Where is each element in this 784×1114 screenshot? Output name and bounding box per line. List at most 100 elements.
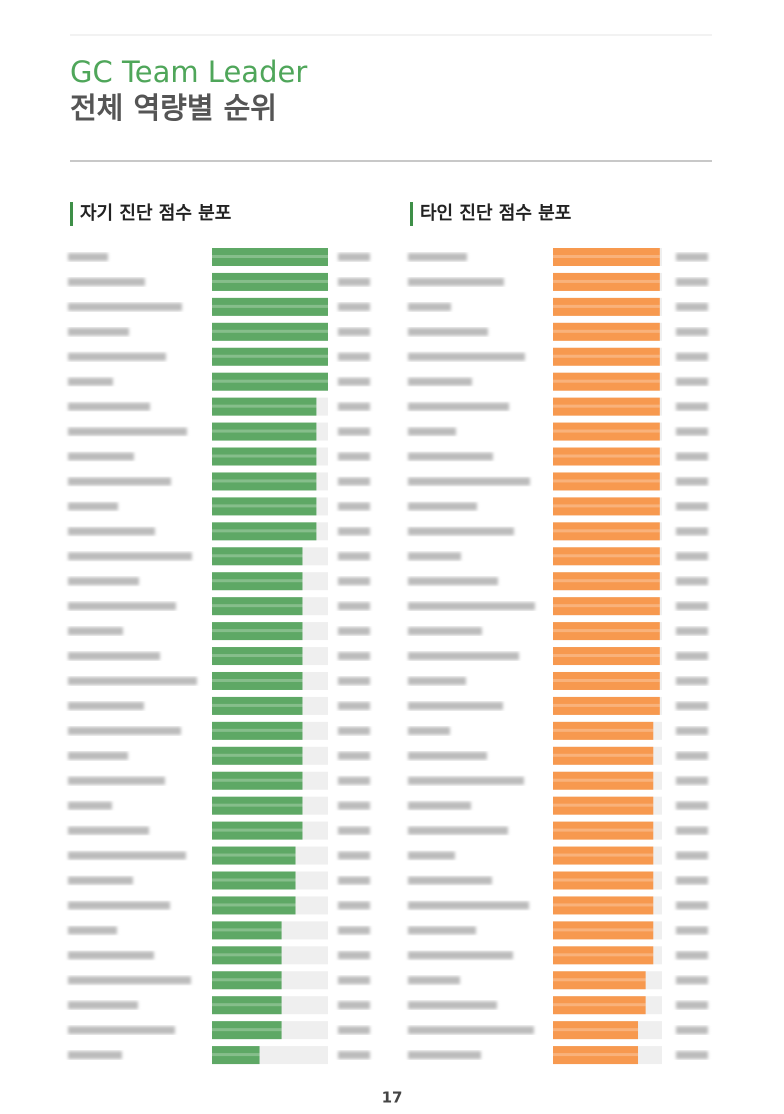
blurred-label — [408, 302, 451, 311]
bar-highlight — [212, 604, 303, 608]
blurred-value — [676, 876, 708, 885]
blurred-label — [68, 427, 187, 436]
bar — [212, 397, 317, 416]
bar — [553, 821, 654, 840]
bar-highlight — [553, 928, 654, 932]
blurred-value — [338, 801, 370, 810]
blurred-value — [338, 277, 370, 286]
blurred-value — [676, 801, 708, 810]
blurred-label — [408, 352, 525, 361]
blurred-label — [68, 776, 165, 785]
blurred-value — [338, 352, 370, 361]
bar — [553, 472, 660, 491]
blurred-value — [676, 427, 708, 436]
blurred-value — [338, 377, 370, 386]
blurred-label — [408, 826, 508, 835]
bar — [553, 846, 654, 865]
bar-highlight — [212, 279, 328, 283]
bar — [553, 921, 654, 940]
blurred-value — [676, 751, 708, 760]
blurred-label — [408, 652, 519, 661]
blurred-label — [68, 352, 166, 361]
blurred-value — [338, 1001, 370, 1010]
bar-highlight — [553, 304, 660, 308]
bar-highlight — [553, 728, 654, 732]
bar — [212, 671, 303, 690]
blurred-value — [676, 477, 708, 486]
bar — [212, 622, 303, 641]
blurred-label — [68, 1051, 122, 1060]
blurred-label — [68, 751, 128, 760]
blurred-label — [408, 751, 487, 760]
bar-highlight — [553, 803, 654, 807]
bar-highlight — [212, 678, 303, 682]
blurred-label — [68, 377, 113, 386]
blurred-value — [676, 377, 708, 386]
bar — [212, 821, 303, 840]
blurred-label — [68, 253, 108, 261]
blurred-label — [408, 926, 476, 935]
blurred-value — [338, 602, 370, 611]
blurred-label — [68, 402, 150, 411]
bar-highlight — [212, 1003, 282, 1007]
bar-highlight — [212, 778, 303, 782]
blurred-value — [338, 726, 370, 735]
chart-title: 타인 진단 점수 분포 — [420, 203, 571, 224]
bar-highlight — [553, 454, 660, 458]
bar — [212, 572, 303, 591]
bar-highlight — [553, 1028, 639, 1032]
blurred-value — [676, 277, 708, 286]
blurred-label — [68, 652, 160, 661]
bar — [553, 996, 646, 1015]
bar-highlight — [553, 504, 660, 508]
blurred-label — [68, 826, 149, 835]
blurred-label — [408, 776, 524, 785]
blurred-value — [676, 826, 708, 835]
blurred-value — [338, 402, 370, 411]
bar-highlight — [212, 354, 328, 358]
blurred-value — [676, 253, 708, 261]
bar — [553, 647, 660, 666]
bar-highlight — [553, 678, 660, 682]
blurred-label — [408, 377, 472, 386]
blurred-label — [68, 676, 197, 685]
bar-highlight — [212, 255, 328, 258]
bar — [553, 497, 660, 516]
bar — [212, 871, 296, 890]
blurred-label — [68, 926, 117, 935]
bar-highlight — [553, 329, 660, 333]
blurred-value — [338, 552, 370, 561]
blurred-label — [408, 327, 488, 336]
bar-highlight — [553, 978, 646, 982]
blurred-value — [676, 926, 708, 935]
bar — [212, 996, 282, 1015]
blurred-value — [338, 427, 370, 436]
blurred-label — [408, 427, 456, 436]
bar-highlight — [212, 304, 328, 308]
bar — [212, 946, 282, 965]
blurred-label — [68, 327, 129, 336]
blurred-label — [408, 552, 461, 561]
bar-highlight — [553, 579, 660, 583]
blurred-value — [338, 851, 370, 860]
blurred-label — [408, 502, 477, 511]
blurred-label — [408, 676, 466, 685]
bar — [553, 248, 660, 266]
blurred-value — [676, 577, 708, 586]
bar-highlight — [212, 404, 317, 408]
blurred-label — [408, 901, 529, 910]
page-number: 17 — [382, 1089, 403, 1107]
blurred-label — [68, 1026, 175, 1035]
bar-highlight — [553, 554, 660, 558]
bar — [212, 896, 296, 915]
blurred-label — [68, 851, 186, 860]
blurred-value — [676, 1051, 708, 1060]
blurred-value — [676, 627, 708, 636]
blurred-value — [676, 851, 708, 860]
bar — [212, 547, 303, 566]
blurred-label — [408, 1001, 497, 1010]
blurred-value — [676, 676, 708, 685]
blurred-label — [408, 452, 493, 461]
blurred-value — [338, 901, 370, 910]
